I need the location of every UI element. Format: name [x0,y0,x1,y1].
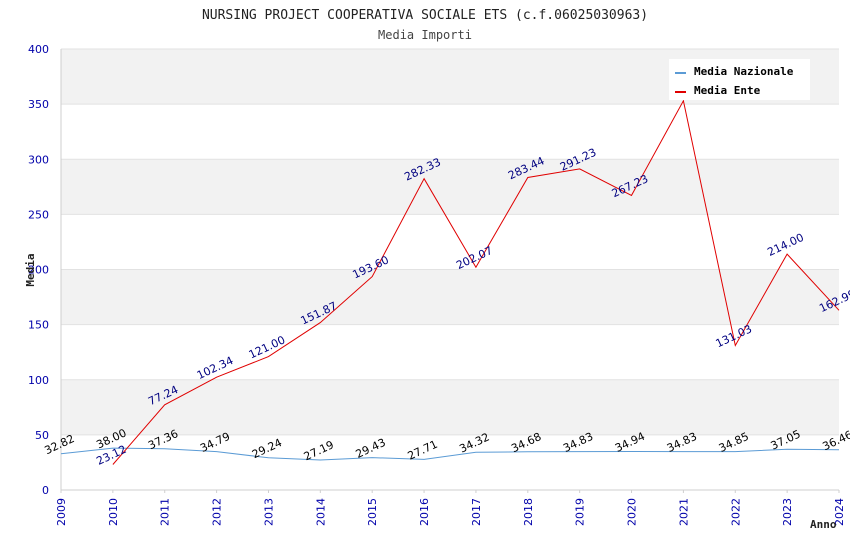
y-tick-label: 50 [35,429,49,442]
x-tick-label: 2022 [729,498,742,526]
x-tick-label: 2015 [366,498,379,526]
y-tick-labels: 0 50 100 150 200 250 300 350 400 [28,43,49,497]
y-tick-label: 300 [28,153,49,166]
y-axis-label: Media [24,253,37,286]
plot-band [61,269,839,325]
x-tick-label: 2016 [418,498,431,526]
legend-entry-media-nazionale: Media Nazionale [694,65,794,78]
legend-box [669,59,810,100]
axes [60,49,840,493]
x-tick-label: 2024 [833,498,846,526]
plot-band [61,104,839,160]
x-tick-label: 2021 [677,498,690,526]
x-tick-label: 2014 [314,498,327,526]
y-tick-label: 150 [28,319,49,332]
x-tick-label: 2018 [522,498,535,526]
legend-entry-media-ente: Media Ente [694,84,761,97]
y-tick-label: 350 [28,98,49,111]
plot-background [61,49,839,490]
plot-band [61,159,839,215]
y-tick-label: 400 [28,43,49,56]
x-tick-label: 2011 [159,498,172,526]
series-line-media-nazionale [60,447,840,461]
y-tick-label: 200 [28,264,49,277]
y-tick-label: 0 [42,484,49,497]
y-tick-label: 100 [28,374,49,387]
y-tick-label: 250 [28,208,49,221]
x-axis-label: Anno [810,518,837,531]
legend: Media Nazionale Media Ente [669,59,810,100]
series-lines [60,99,840,465]
x-tick-label: 2023 [781,498,794,526]
x-tick-label: 2012 [211,498,224,526]
plot-band [61,324,839,380]
x-tick-label: 2013 [262,498,275,526]
x-tick-label: 2009 [55,498,68,526]
x-tick-label: 2019 [574,498,587,526]
x-tick-label: 2020 [626,498,639,526]
x-tick-label: 2017 [470,498,483,526]
plot-band [61,434,839,490]
chart-title: NURSING PROJECT COOPERATIVA SOCIALE ETS … [202,8,648,23]
x-tick-label: 2010 [107,498,120,526]
x-tick-labels: 2009 2010 2011 2012 2013 2014 2015 2016 2017 2018… [55,498,846,526]
plot-band [61,379,839,435]
series-line-media-ente [112,99,840,465]
chart-subtitle: Media Importi [378,28,472,42]
